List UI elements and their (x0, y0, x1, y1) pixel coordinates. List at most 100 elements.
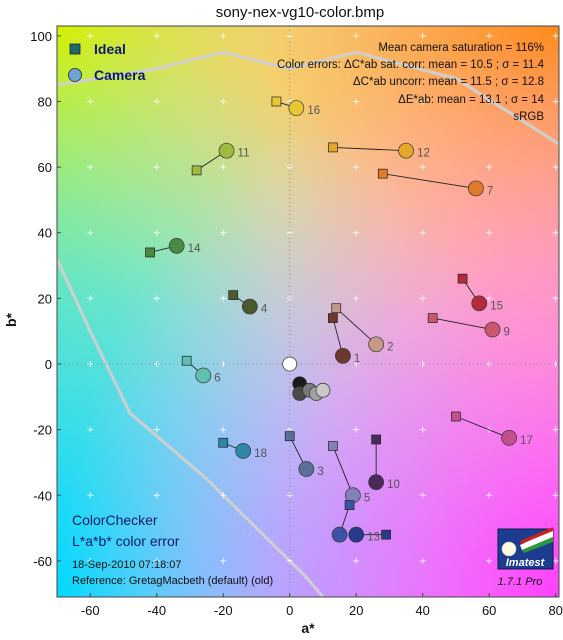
ideal-point-11 (191, 165, 202, 176)
footer-title-1: ColorChecker (72, 512, 158, 528)
camera-point-14 (168, 238, 185, 254)
grid-mark (220, 98, 227, 105)
srgb-gamut-boundary (57, 50, 559, 597)
grid-mark (353, 361, 360, 368)
grid-mark (153, 492, 160, 499)
patch-label-6: 6 (214, 372, 220, 384)
error-connector-12 (332, 146, 407, 152)
patch-label-10: 10 (387, 479, 400, 491)
grid-mark (486, 32, 493, 39)
grid-marks (57, 26, 559, 597)
ideal-point-12 (328, 142, 338, 153)
gamut-boundary-top (57, 50, 559, 146)
ideal-point-9 (427, 313, 438, 323)
y-tick-label: 60 (38, 160, 52, 175)
chart-title: sony-nex-vg10-color.bmp (216, 4, 384, 21)
y-axis-label: b* (3, 312, 19, 327)
grid-mark (153, 98, 160, 105)
footer-date: 18-Sep-2010 07:18:07 (72, 559, 181, 571)
grid-mark (419, 426, 426, 433)
patch-label-1: 1 (354, 353, 360, 365)
info-line-uncorr: ΔC*ab uncorr: mean = 11.5 ; σ = 12.8 (353, 76, 544, 88)
chart-footer: ColorChecker L*a*b* color error 18-Sep-2… (72, 512, 273, 587)
camera-point-16 (288, 100, 305, 116)
footer-title-2: L*a*b* color error (72, 533, 180, 549)
patch-label-15: 15 (490, 300, 503, 312)
grid-mark (419, 229, 426, 236)
camera-neutral-1 (282, 356, 298, 372)
camera-point-4 (241, 298, 258, 315)
axis-ticks: -60 -40 -20 0 20 40 60 80 -60 -40 -20 0 20 40 60 80 100 (30, 29, 563, 618)
patch-label-13: 13 (367, 532, 380, 544)
camera-point-13 (348, 526, 365, 543)
grid-mark (153, 32, 160, 39)
grid-mark (220, 229, 227, 236)
grid-mark (353, 164, 360, 171)
grid-mark (353, 557, 360, 564)
grid-mark (486, 164, 493, 171)
y-tick-label: 100 (30, 29, 52, 44)
grid-mark (552, 295, 559, 302)
camera-point-7 (468, 180, 484, 197)
camera-point-17 (501, 429, 517, 446)
imatest-brand: Imatest (506, 557, 546, 569)
ideal-point-1 (328, 313, 338, 323)
x-tick-label: 60 (482, 603, 496, 618)
y-tick-label: 40 (38, 226, 52, 241)
grid-mark (220, 492, 227, 499)
legend-ideal-label: Ideal (94, 41, 126, 57)
patch-label-12: 12 (417, 148, 430, 160)
y-tick-label: -60 (33, 554, 52, 569)
x-tick-label: 20 (349, 603, 363, 618)
x-tick-label: -40 (147, 603, 166, 618)
y-tick-label: 20 (38, 291, 52, 306)
patch-label-4: 4 (261, 304, 268, 316)
grid-mark (87, 164, 94, 171)
ideal-point-18 (218, 437, 229, 448)
footer-reference: Reference: GretagMacbeth (default) (old) (72, 575, 273, 587)
camera-point-15 (471, 295, 488, 312)
y-tick-label: -40 (33, 488, 52, 503)
camera-point-8 (331, 526, 348, 543)
grid-mark (353, 229, 360, 236)
patch-label-17: 17 (520, 435, 533, 447)
error-connector-17 (455, 416, 510, 439)
info-line-saturation: Mean camera saturation = 116% (378, 42, 544, 54)
gamut-boundary-bottom (57, 258, 325, 597)
grid-mark (353, 98, 360, 105)
grid-mark (353, 426, 360, 433)
y-tick-label: 0 (45, 357, 52, 372)
grid-mark (153, 557, 160, 564)
error-summary: Mean camera saturation = 116% Color erro… (277, 42, 545, 123)
grid-mark (419, 361, 426, 368)
camera-point-18 (235, 443, 252, 459)
x-tick-label: 0 (286, 603, 293, 618)
ideal-point-4 (228, 290, 239, 300)
grid-mark (153, 361, 160, 368)
error-connector-5 (332, 445, 354, 496)
grid-mark (87, 32, 94, 39)
grid-mark (153, 229, 160, 236)
legend-camera-label: Camera (94, 67, 146, 83)
x-tick-label: 40 (415, 603, 429, 618)
ideal-point-17 (451, 411, 461, 422)
grid-mark (353, 295, 360, 302)
grid-mark (87, 361, 94, 368)
imatest-logo: Imatest (497, 527, 554, 570)
grid-mark (87, 426, 94, 433)
patch-label-16: 16 (307, 105, 320, 117)
error-connector-2 (335, 307, 377, 345)
color-space-background (57, 26, 559, 597)
x-tick-label: -20 (214, 603, 233, 618)
grid-mark (486, 98, 493, 105)
grid-mark (552, 426, 559, 433)
camera-point-9 (484, 321, 501, 338)
ideal-point-6 (181, 355, 192, 366)
grid-mark (552, 32, 559, 39)
grid-mark (486, 295, 493, 302)
grid-mark (419, 557, 426, 564)
imatest-version: 1.7.1 Pro (498, 576, 543, 588)
ideal-point-10 (371, 434, 382, 445)
ideal-point-7 (377, 168, 388, 179)
